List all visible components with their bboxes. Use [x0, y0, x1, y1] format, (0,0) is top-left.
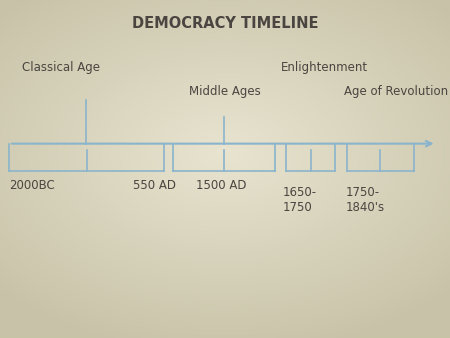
- Text: Age of Revolution: Age of Revolution: [344, 85, 448, 98]
- Text: Enlightenment: Enlightenment: [281, 61, 369, 74]
- Text: DEMOCRACY TIMELINE: DEMOCRACY TIMELINE: [132, 16, 318, 31]
- Text: 550 AD: 550 AD: [133, 179, 176, 192]
- Text: Middle Ages: Middle Ages: [189, 85, 261, 98]
- Text: 1750-
1840's: 1750- 1840's: [346, 186, 385, 214]
- Text: 1500 AD: 1500 AD: [196, 179, 246, 192]
- Text: Classical Age: Classical Age: [22, 61, 100, 74]
- Text: 2000BC: 2000BC: [9, 179, 55, 192]
- Text: 1650-
1750: 1650- 1750: [283, 186, 317, 214]
